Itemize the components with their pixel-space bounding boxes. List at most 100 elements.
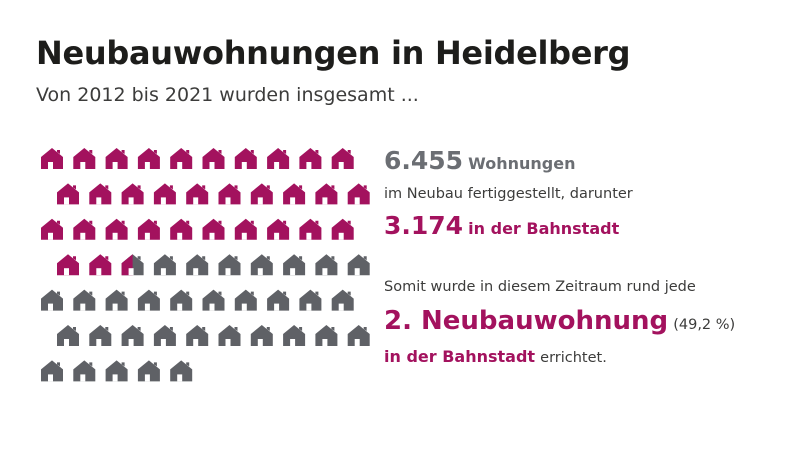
house-icon [170, 360, 193, 382]
house-door [96, 339, 102, 346]
house-door [177, 232, 183, 240]
house-door [144, 374, 150, 382]
house-icon-bahnstadt [105, 218, 128, 240]
house-icon-other [73, 360, 96, 382]
house-icon-other [202, 289, 225, 311]
total-label: Wohnungen [468, 154, 576, 173]
house-icon-other [41, 289, 63, 311]
house-icon-bahnstadt [234, 218, 257, 240]
house-door [338, 303, 344, 311]
house-icon [267, 148, 290, 169]
conclusion-percentage: (49,2 %) [673, 317, 736, 333]
house-door [209, 232, 215, 240]
house-icon [41, 218, 63, 240]
house-door [144, 232, 150, 240]
house-door [48, 303, 53, 311]
house-door [48, 232, 53, 240]
house-icon-bahnstadt [283, 183, 306, 205]
house-icon-other [89, 325, 112, 346]
house-icon [137, 360, 160, 382]
house-icon [105, 289, 128, 311]
house-icon-other [250, 254, 273, 276]
house-door [64, 268, 69, 276]
house-door [274, 232, 280, 240]
house-door [209, 303, 215, 311]
house-door [225, 197, 231, 205]
house-icon [234, 218, 257, 240]
house-icon-bahnstadt [170, 218, 193, 240]
house-door [193, 339, 199, 346]
house-icon [73, 289, 96, 311]
house-icon-other [283, 254, 306, 276]
house-icon-bahnstadt [153, 183, 176, 205]
house-door [257, 197, 263, 205]
house-icon [315, 254, 338, 276]
house-icon-other [105, 360, 128, 382]
house-icon [89, 254, 112, 276]
house-door [112, 303, 118, 311]
house-icon-bahnstadt [137, 148, 160, 169]
chart-title: Neubauwohnungen in Heidelberg [36, 34, 631, 72]
house-icon-bahnstadt [41, 218, 63, 240]
house-icon-bahnstadt [57, 254, 79, 276]
house-icon-other [234, 289, 257, 311]
house-door [274, 162, 280, 169]
house-icon [250, 325, 273, 346]
house-icon [121, 325, 144, 346]
house-door [80, 303, 86, 311]
total-line: 6.455 Wohnungen [384, 146, 576, 175]
house-door [177, 374, 183, 382]
house-door [64, 197, 69, 205]
house-icon [170, 218, 193, 240]
chart-subtitle: Von 2012 bis 2021 wurden insgesamt ... [36, 84, 419, 106]
house-door [193, 268, 199, 276]
house-icon [57, 325, 79, 346]
house-icon-other [331, 289, 354, 311]
house-door [96, 197, 102, 205]
house-door [322, 339, 328, 346]
house-icon-other [315, 254, 338, 276]
house-icon [153, 325, 176, 346]
house-door [241, 162, 247, 169]
house-door [144, 162, 150, 169]
house-icon [331, 148, 354, 169]
house-icon-other [315, 325, 338, 346]
house-icon-other [170, 289, 193, 311]
house-icon-other [170, 360, 193, 382]
house-icon [250, 183, 273, 205]
house-door [80, 232, 86, 240]
house-icon-bahnstadt [170, 148, 193, 169]
house-door [177, 162, 183, 169]
house-icon-bahnstadt [218, 183, 241, 205]
house-door [209, 162, 215, 169]
house-door [160, 197, 166, 205]
house-door [112, 374, 118, 382]
house-door [48, 162, 53, 169]
house-icon-other [299, 289, 322, 311]
house-door [290, 268, 296, 276]
house-icon-bahnstadt [234, 148, 257, 169]
house-icon [234, 148, 257, 169]
house-icon-other [267, 289, 290, 311]
house-icon [202, 148, 225, 169]
house-door [112, 162, 118, 169]
conclusion-place: in der Bahnstadt [384, 347, 536, 366]
house-door [80, 162, 86, 169]
house-icon-other [283, 325, 306, 346]
house-door [128, 339, 134, 346]
house-icon [89, 325, 112, 346]
house-icon-bahnstadt [202, 148, 225, 169]
house-icon-bahnstadt [137, 218, 160, 240]
house-icon [73, 218, 96, 240]
house-icon-bahnstadt [57, 183, 79, 205]
house-door [274, 303, 280, 311]
house-door [290, 197, 296, 205]
house-icon [41, 289, 63, 311]
house-icon [315, 325, 338, 346]
house-icon-other [186, 254, 209, 276]
house-icon-bahnstadt [315, 183, 338, 205]
house-door [80, 374, 86, 382]
house-icon-grid [41, 148, 370, 382]
house-icon-bahnstadt [267, 218, 290, 240]
conclusion-intro: Somit wurde in diesem Zeitraum rund jede [384, 279, 696, 295]
